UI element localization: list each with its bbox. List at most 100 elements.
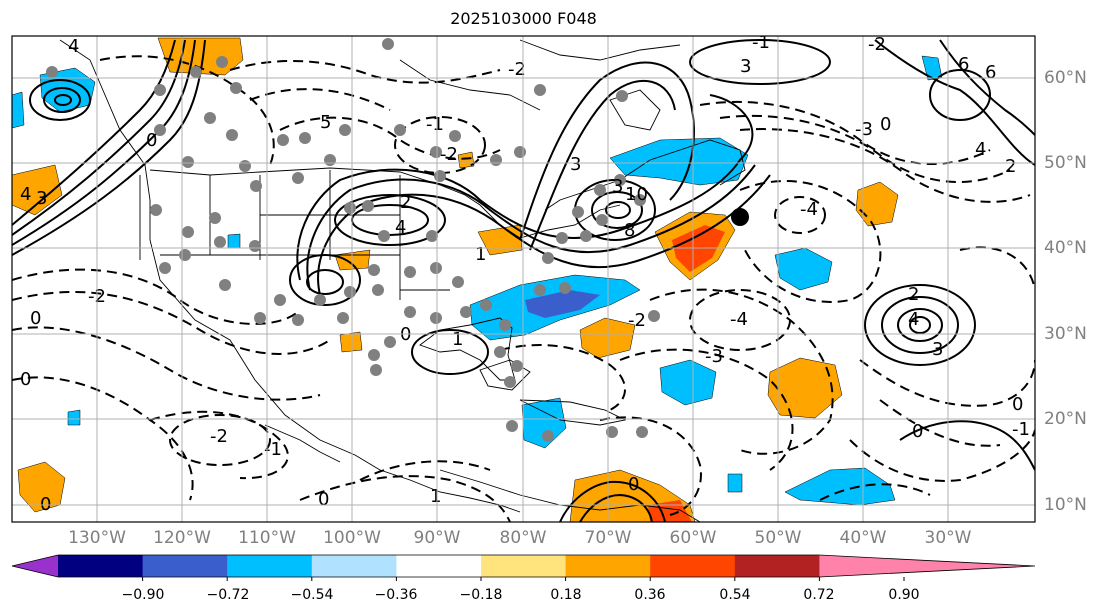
station-dot bbox=[430, 146, 442, 158]
station-dot bbox=[480, 299, 492, 311]
longitude-label: 130°W bbox=[68, 528, 126, 548]
positive-anomaly-area bbox=[12, 164, 63, 216]
contour-label: 0 bbox=[30, 308, 41, 329]
station-dot bbox=[394, 124, 406, 136]
colorbar-tick-label: −0.18 bbox=[459, 587, 503, 603]
negative-anomaly-area bbox=[12, 91, 25, 129]
coastlines bbox=[59, 39, 746, 522]
station-dot bbox=[404, 266, 416, 278]
station-dot bbox=[154, 84, 166, 96]
contour-label: -1 bbox=[426, 114, 444, 135]
station-dot bbox=[277, 134, 289, 146]
contour-label: -1 bbox=[264, 439, 282, 460]
contour-label: 3 bbox=[740, 56, 751, 77]
map-title: 2025103000 F048 bbox=[450, 9, 597, 28]
contour-label: -1 bbox=[1012, 419, 1030, 440]
colorbar-tick-label: 0.18 bbox=[550, 587, 582, 603]
positive-anomaly-area bbox=[767, 357, 843, 419]
station-dot bbox=[299, 132, 311, 144]
contour-label: -4 bbox=[800, 199, 818, 220]
station-dot bbox=[542, 430, 554, 442]
contour-label: 0 bbox=[1012, 394, 1023, 415]
negative-anomaly-area bbox=[227, 233, 241, 249]
longitude-label: 40°W bbox=[839, 528, 887, 548]
contour-label: 5 bbox=[320, 112, 331, 133]
contour-label: -3 bbox=[705, 346, 723, 367]
station-dot bbox=[292, 172, 304, 184]
contour-label: 0 bbox=[912, 421, 923, 442]
colorbar-tick-label: 0.90 bbox=[888, 587, 920, 603]
station-dot bbox=[154, 124, 166, 136]
latitude-label: 50°N bbox=[1044, 153, 1087, 173]
negative-anomaly-area bbox=[609, 137, 749, 186]
contour-label: 0 bbox=[628, 474, 639, 495]
station-dot bbox=[648, 310, 660, 322]
station-dot bbox=[216, 56, 228, 68]
station-dot bbox=[511, 360, 523, 372]
contour-label: 6 bbox=[985, 62, 996, 83]
station-dot bbox=[514, 146, 526, 158]
station-dot bbox=[430, 312, 442, 324]
contour-label: -2 bbox=[210, 426, 228, 447]
colorbar-tick-label: 0.54 bbox=[719, 587, 751, 603]
contour-label: 3 bbox=[932, 339, 943, 360]
contour-label: 0 bbox=[20, 369, 31, 390]
latitude-label: 40°N bbox=[1044, 238, 1087, 258]
contour-label: 4 bbox=[395, 217, 406, 238]
observation-stations bbox=[46, 38, 660, 442]
station-dot bbox=[274, 294, 286, 306]
contour-label: 2 bbox=[1005, 156, 1016, 177]
contour-label: 1 bbox=[430, 486, 441, 507]
latitude-label: 60°N bbox=[1044, 68, 1087, 88]
latitude-label: 10°N bbox=[1044, 495, 1087, 515]
dashed-contours bbox=[12, 55, 1035, 522]
colorbar-tick-label: 0.36 bbox=[634, 587, 666, 603]
station-dot bbox=[226, 129, 238, 141]
station-dot bbox=[572, 206, 584, 218]
longitude-label: 50°W bbox=[754, 528, 802, 548]
latitude-label: 20°N bbox=[1044, 409, 1087, 429]
station-dot bbox=[499, 319, 511, 331]
station-dot bbox=[46, 66, 58, 78]
longitude-label: 100°W bbox=[323, 528, 381, 548]
contour-label: 4 bbox=[68, 36, 79, 57]
station-dot bbox=[614, 174, 626, 186]
station-dot bbox=[250, 180, 262, 192]
contour-label: -2 bbox=[440, 144, 458, 165]
station-dot bbox=[556, 232, 568, 244]
station-dot bbox=[430, 262, 442, 274]
contour-label: 4 bbox=[20, 184, 31, 205]
contour-label: 3 bbox=[36, 188, 47, 209]
contour-label: 4 bbox=[975, 139, 986, 160]
strong-negative-anomaly-area bbox=[525, 290, 600, 318]
station-dot bbox=[426, 230, 438, 242]
station-dot bbox=[370, 364, 382, 376]
station-dot bbox=[460, 306, 472, 318]
station-dot bbox=[179, 249, 191, 261]
negative-anomaly-area bbox=[784, 467, 896, 506]
station-dot bbox=[634, 194, 646, 206]
contour-label: 3 bbox=[612, 176, 623, 197]
station-dot bbox=[559, 282, 571, 294]
station-dot bbox=[254, 312, 266, 324]
station-dot bbox=[378, 230, 390, 242]
station-dot bbox=[190, 66, 202, 78]
graticule bbox=[12, 36, 1035, 522]
station-dot bbox=[596, 214, 608, 226]
station-dot bbox=[344, 202, 356, 214]
longitude-label: 60°W bbox=[669, 528, 717, 548]
longitude-label: 30°W bbox=[924, 528, 972, 548]
station-dot bbox=[230, 82, 242, 94]
contour-label: 0 bbox=[318, 489, 329, 510]
negative-anomaly-area bbox=[521, 397, 567, 449]
contour-label: 3 bbox=[570, 154, 581, 175]
map-frame bbox=[11, 35, 1036, 523]
contour-labels: 4 3 -1 -2 6 6 4 2 -3 0 -4 -4 -3 4 2 3 0 … bbox=[20, 34, 1030, 515]
station-dot bbox=[337, 312, 349, 324]
contour-label: -2 bbox=[868, 34, 886, 55]
contour-label: 6 bbox=[958, 54, 969, 75]
station-dot bbox=[239, 160, 251, 172]
negative-anomaly-area bbox=[727, 473, 743, 493]
station-dot bbox=[204, 112, 216, 124]
station-dot bbox=[494, 346, 506, 358]
